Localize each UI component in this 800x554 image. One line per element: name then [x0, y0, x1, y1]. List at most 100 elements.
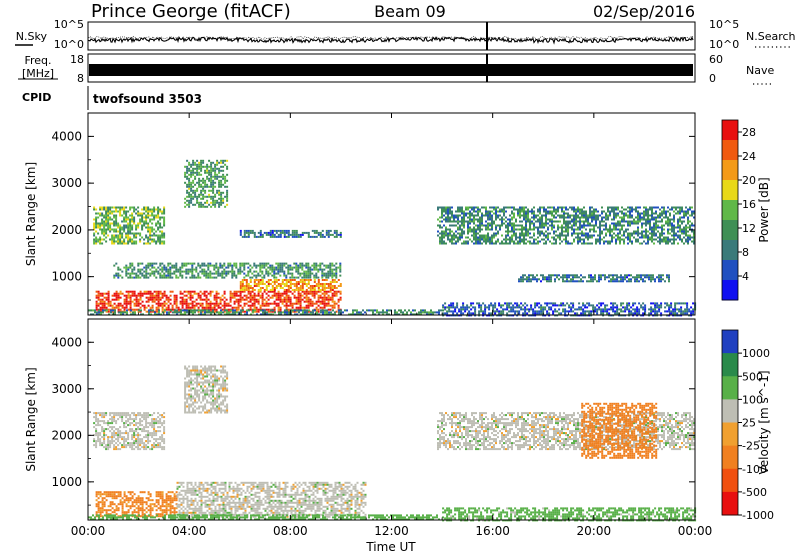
- velocity-colorbar-tick-label: 100: [742, 393, 763, 406]
- velocity-y-tick-label: 1000: [51, 475, 82, 489]
- velocity-colorbar-tick-label: -100: [742, 463, 767, 476]
- x-tick-label: 12:00: [374, 524, 409, 538]
- freq-unit-label: [MHz]: [22, 67, 54, 80]
- velocity-regions: [88, 365, 697, 522]
- power-region: [184, 159, 229, 208]
- velocity-region: [442, 507, 697, 522]
- x-tick-label: 20:00: [577, 524, 612, 538]
- power-y-tick-label: 3000: [51, 176, 82, 190]
- freq-label: Freq.: [24, 54, 51, 67]
- noise-panel-frame: [87, 21, 696, 51]
- velocity-panel: 00:00 04:00 08:00 12:00 16:00 20:00 00:00 1000 2…: [24, 318, 774, 538]
- noise-trace: [88, 36, 694, 45]
- frequency-panel-frame: [87, 53, 696, 83]
- velocity-colorbar-tick-label: 500: [742, 370, 763, 383]
- station-title: Prince George (fitACF): [91, 1, 291, 22]
- velocity-colorbar-tick-label: 1000: [742, 347, 770, 360]
- noise-tick-right-bottom: 10^0: [709, 38, 739, 51]
- velocity-colorbar-segment: [722, 399, 738, 424]
- velocity-colorbar-tick-label: -1000: [742, 509, 774, 522]
- power-region: [113, 262, 342, 279]
- nave-label: Nave: [746, 64, 774, 77]
- x-axis-title: Time UT: [365, 540, 416, 554]
- power-colorbar-segment: [722, 120, 738, 141]
- nave-tick-top: 60: [709, 53, 723, 66]
- power-colorbar-tick-label: 16: [742, 198, 756, 211]
- velocity-region: [93, 412, 166, 451]
- x-tick-label: 00:00: [678, 524, 713, 538]
- beam-label: Beam 09: [374, 2, 446, 21]
- velocity-colorbar-segment: [722, 422, 738, 447]
- cpid-row: CPID twofsound 3503: [22, 86, 202, 110]
- power-colorbar-segment: [722, 220, 738, 241]
- power-region: [239, 279, 342, 291]
- power-colorbar-tick-label: 8: [742, 246, 749, 259]
- velocity-colorbar-tick-label: -500: [742, 486, 767, 499]
- nsky-label: N.Sky: [16, 30, 48, 43]
- power-colorbar: 4 8 12 16 20 24 28 Power [dB]: [721, 119, 771, 301]
- nave-tick-bottom: 0: [709, 72, 716, 85]
- power-region: [437, 206, 695, 245]
- velocity-y-tick-label: 3000: [51, 382, 82, 396]
- velocity-region: [184, 365, 229, 414]
- velocity-colorbar-segment: [722, 353, 738, 377]
- date-label: 02/Sep/2016: [593, 2, 695, 21]
- power-y-tick-label: 2000: [51, 223, 82, 237]
- power-panel: 1000 2000 3000 4000 Slant Range [km] 4 8 12 16 20…: [24, 112, 771, 317]
- power-region: [442, 302, 697, 317]
- power-regions: [88, 159, 697, 317]
- velocity-colorbar-tick-label: -25: [742, 440, 760, 453]
- frequency-trace: [89, 64, 693, 76]
- power-y-axis-title: Slant Range [km]: [24, 162, 38, 266]
- velocity-y-tick-label: 4000: [51, 335, 82, 349]
- velocity-colorbar-segment: [722, 491, 738, 516]
- power-colorbar-frame: [721, 119, 739, 301]
- power-y-tick-label: 4000: [51, 129, 82, 143]
- power-colorbar-segment: [722, 200, 738, 221]
- power-colorbar-tick-label: 20: [742, 174, 756, 187]
- power-y-tick-label: 1000: [51, 270, 82, 284]
- freq-tick-bottom: 8: [77, 72, 84, 85]
- velocity-y-axis-title: Slant Range [km]: [24, 367, 38, 471]
- power-colorbar-segment: [722, 160, 738, 181]
- velocity-region: [581, 402, 658, 459]
- noise-search-line: [88, 36, 694, 40]
- velocity-colorbar-label: Velocity [m s^-1]: [757, 370, 771, 474]
- power-colorbar-tick-label: 4: [742, 270, 749, 283]
- velocity-region: [176, 481, 367, 518]
- noise-panel: N.Sky 10^5 10^0 10^5 10^0 N.Search: [15, 18, 796, 51]
- power-colorbar-segment: [722, 280, 738, 301]
- power-region: [518, 274, 670, 283]
- power-colorbar-tick-label: 12: [742, 222, 756, 235]
- frequency-panel: Freq. [MHz] 18 8 60 0 Nave: [18, 53, 774, 85]
- x-tick-label: 04:00: [172, 524, 207, 538]
- noise-tick-left-bottom: 10^0: [54, 38, 84, 51]
- velocity-y-tick-label: 2000: [51, 428, 82, 442]
- velocity-colorbar: 1000 500 100 25 -25 -100 -500 -1000 Velocity [m …: [721, 329, 774, 522]
- nsearch-label: N.Search: [746, 30, 796, 43]
- power-colorbar-segment: [722, 260, 738, 281]
- noise-sky-line: [88, 36, 694, 45]
- power-colorbar-segment: [722, 240, 738, 261]
- power-frame: [87, 112, 696, 316]
- x-tick-label: 08:00: [273, 524, 308, 538]
- power-colorbar-segment: [722, 180, 738, 201]
- noise-tick-left-top: 10^5: [54, 18, 84, 31]
- velocity-colorbar-segment: [722, 330, 738, 354]
- velocity-colorbar-segment: [722, 468, 738, 493]
- velocity-region: [95, 491, 178, 518]
- velocity-colorbar-segment: [722, 376, 738, 400]
- velocity-colorbar-tick-label: 25: [742, 417, 756, 430]
- x-tick-label: 00:00: [71, 524, 106, 538]
- noise-tick-right-top: 10^5: [709, 18, 739, 31]
- power-region: [93, 206, 166, 245]
- velocity-colorbar-segment: [722, 445, 738, 470]
- power-colorbar-tick-label: 24: [742, 150, 756, 163]
- velocity-region: [88, 514, 444, 521]
- freq-tick-top: 18: [70, 53, 84, 66]
- power-colorbar-tick-label: 28: [742, 126, 756, 139]
- power-colorbar-label: Power [dB]: [757, 177, 771, 242]
- x-tick-label: 16:00: [475, 524, 510, 538]
